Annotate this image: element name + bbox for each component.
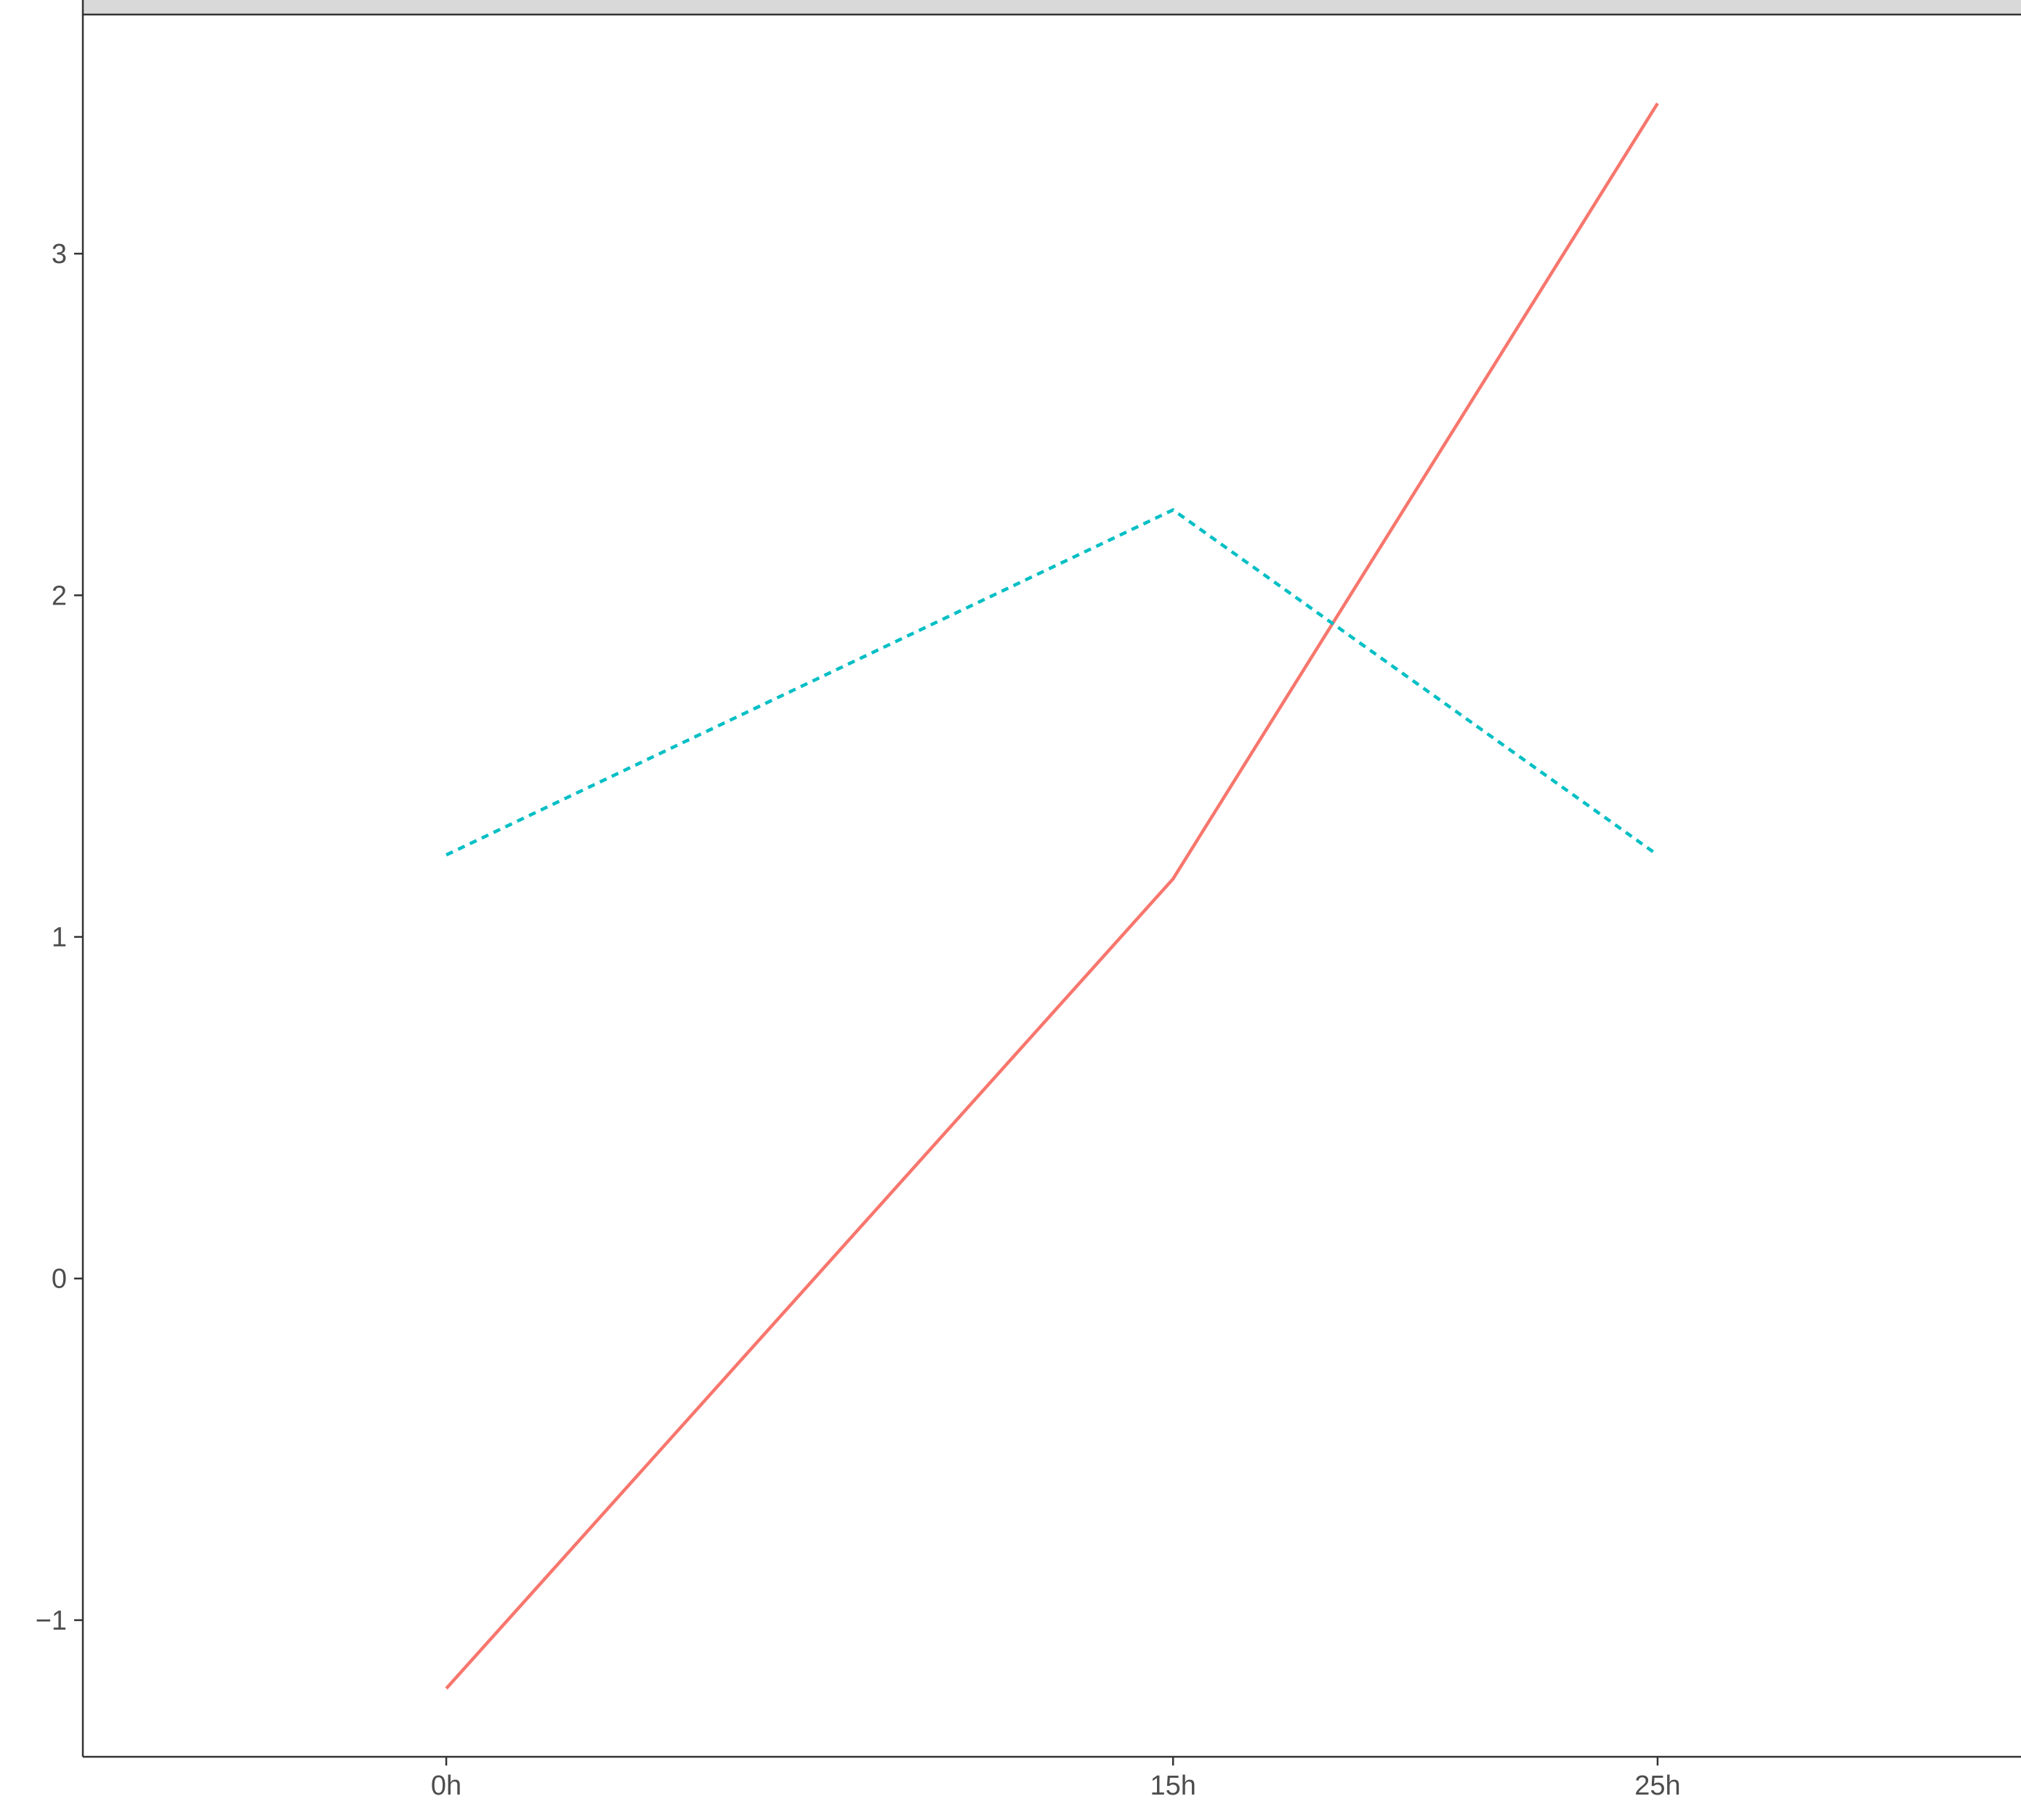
panel-strip [81, 0, 2021, 16]
y-tick-label: 3 [52, 239, 67, 270]
x-tick-label: 0h [431, 1771, 461, 1801]
y-tick-label: 2 [52, 581, 67, 611]
x-tick-label: 25h [1634, 1771, 1680, 1801]
x-axis-ticks: 0h 15h 25h [431, 1757, 1681, 1801]
y-tick-label: 0 [52, 1264, 67, 1295]
y-axis-ticks: −1 0 1 2 3 [36, 239, 83, 1636]
series-line-2 [445, 508, 1659, 857]
y-tick-label: 1 [52, 923, 67, 953]
series-layer [445, 102, 1659, 1690]
series-line-1 [445, 102, 1659, 1690]
y-tick-label: −1 [36, 1606, 67, 1636]
x-tick-label: 15h [1150, 1771, 1195, 1801]
